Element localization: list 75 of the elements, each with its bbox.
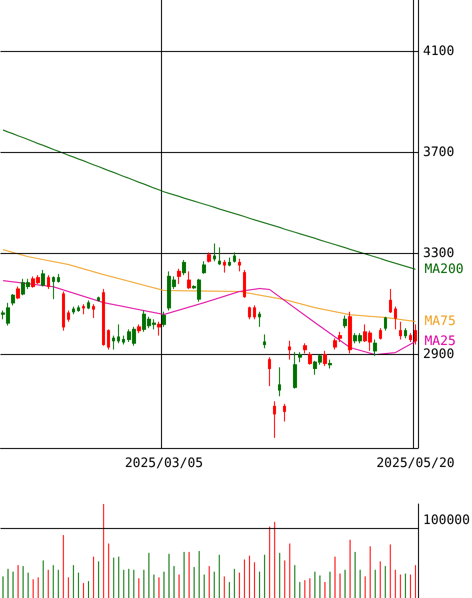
candlestick <box>102 288 105 346</box>
candlestick <box>384 316 387 332</box>
candlestick <box>273 400 276 438</box>
candlestick <box>207 252 211 263</box>
y-tick-label: 3300 <box>423 246 454 262</box>
candlestick <box>389 288 392 314</box>
candlestick <box>177 268 181 284</box>
candlestick <box>409 332 412 342</box>
candlestick <box>57 273 60 284</box>
candlestick <box>343 314 347 329</box>
candlestick <box>258 311 261 328</box>
candlestick <box>97 296 100 302</box>
candlestick <box>278 366 281 397</box>
candlestick <box>333 338 337 350</box>
candlestick <box>77 304 80 312</box>
candlestick <box>243 270 246 298</box>
candlestick <box>268 356 271 387</box>
line-series <box>2 129 416 270</box>
candlestick <box>228 256 231 267</box>
candlestick <box>414 324 417 346</box>
candlestick <box>238 258 241 272</box>
candlestick <box>223 259 226 274</box>
x-tick-label: 2025/03/05 <box>124 456 204 471</box>
candlestick <box>52 276 55 300</box>
candlestick <box>283 403 286 422</box>
candlestick <box>117 324 120 344</box>
text: 100000 <box>423 512 470 528</box>
candlestick <box>92 304 95 319</box>
line-series <box>2 280 416 356</box>
candlestick <box>404 328 407 339</box>
series-label: MA200 <box>424 262 464 277</box>
candlestick <box>213 243 216 262</box>
y-tick-label: 2900 <box>423 347 454 362</box>
candlestick <box>373 338 377 356</box>
x-tick-label: 2025/05/20 <box>376 456 455 471</box>
candlestick <box>162 311 166 328</box>
series-label: MA75 <box>424 314 456 330</box>
candlestick <box>137 324 141 334</box>
candlestick <box>47 274 50 290</box>
candlestick <box>11 294 15 306</box>
candlestick <box>16 286 20 300</box>
candlestick <box>41 270 45 287</box>
candlestick <box>112 335 115 350</box>
candlestick <box>67 310 70 322</box>
candlestick <box>303 342 307 354</box>
y-tick-label: 3700 <box>423 145 454 160</box>
line-series <box>2 249 416 322</box>
candlestick <box>233 252 236 263</box>
candlestick <box>248 306 251 320</box>
candlestick <box>62 291 65 332</box>
y-tick-label: 4100 <box>423 44 454 60</box>
candlestick <box>107 328 110 350</box>
candlestick <box>288 340 291 360</box>
candlestick <box>263 334 266 349</box>
candlestick <box>182 259 186 276</box>
candlestick <box>187 270 191 290</box>
candlestick <box>379 328 382 340</box>
candlestick <box>202 260 206 274</box>
candlestick <box>323 350 327 366</box>
candlestick <box>218 246 221 266</box>
candlestick <box>122 335 125 346</box>
candlestick <box>348 311 352 354</box>
candlestick <box>298 352 302 363</box>
candlestick <box>82 304 85 315</box>
candlestick <box>157 321 161 336</box>
candlestick <box>72 306 75 315</box>
candlestick <box>394 306 397 330</box>
candlestick <box>338 331 342 342</box>
series-label: MA25 <box>424 334 456 349</box>
candlestick <box>399 321 402 340</box>
candlestick <box>328 359 332 369</box>
candlestick <box>87 300 90 310</box>
candlestick <box>308 352 312 366</box>
candlestick <box>293 352 297 390</box>
candlestick <box>253 304 256 320</box>
